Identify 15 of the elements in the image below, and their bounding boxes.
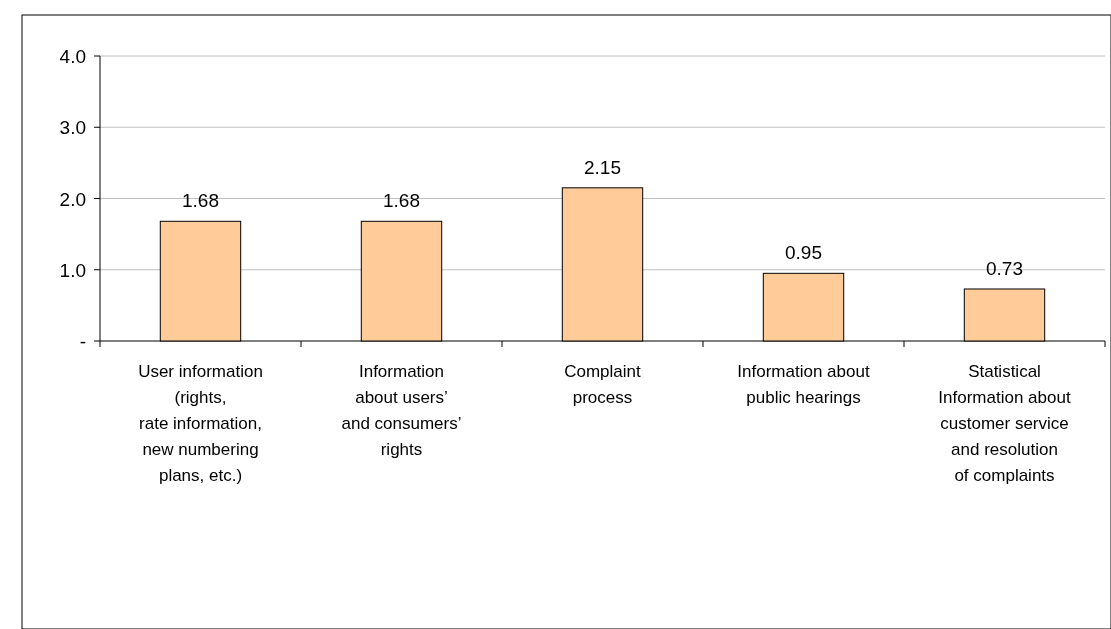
x-tick-label: Statistical Information about customer service and resolution of complaints [938,362,1071,485]
x-tick-label: Information about public hearings [737,362,870,407]
data-label: 1.68 [182,190,219,212]
y-tick-label: - [79,331,86,352]
x-tick-label: Information about users’ and consumers’ rights [341,362,462,459]
y-tick-label: 1.0 [59,259,86,281]
data-label: 0.95 [785,242,822,264]
x-tick-label: Complaint process [564,362,642,407]
y-tick-label: 2.0 [59,188,86,210]
data-label: 0.73 [986,257,1023,279]
y-tick-label: 3.0 [59,117,86,139]
x-tick-label: User information (rights, rate information, new numbering plans, etc.) [138,362,263,485]
data-label: 2.15 [584,156,621,178]
y-tick-label: 4.0 [59,46,86,67]
data-label: 1.68 [383,190,420,212]
